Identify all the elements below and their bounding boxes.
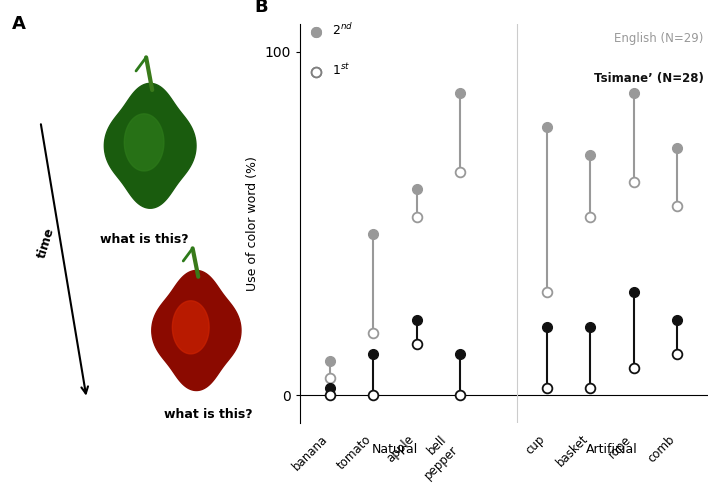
Text: time: time <box>35 226 57 260</box>
Polygon shape <box>173 301 209 354</box>
Text: Natural: Natural <box>372 443 418 456</box>
Y-axis label: Use of color word (%): Use of color word (%) <box>245 156 258 291</box>
Text: 1$^{st}$: 1$^{st}$ <box>332 62 351 78</box>
Text: English (N=29): English (N=29) <box>614 32 703 45</box>
Text: what is this?: what is this? <box>100 233 188 246</box>
Text: Artificial: Artificial <box>586 443 638 456</box>
Text: B: B <box>255 0 269 17</box>
Polygon shape <box>124 114 164 171</box>
Polygon shape <box>105 83 196 208</box>
Text: what is this?: what is this? <box>164 408 252 421</box>
Text: Tsimane’ (N=28): Tsimane’ (N=28) <box>593 72 703 85</box>
Polygon shape <box>152 270 241 391</box>
Text: 2$^{nd}$: 2$^{nd}$ <box>332 22 354 38</box>
Text: A: A <box>12 15 25 33</box>
